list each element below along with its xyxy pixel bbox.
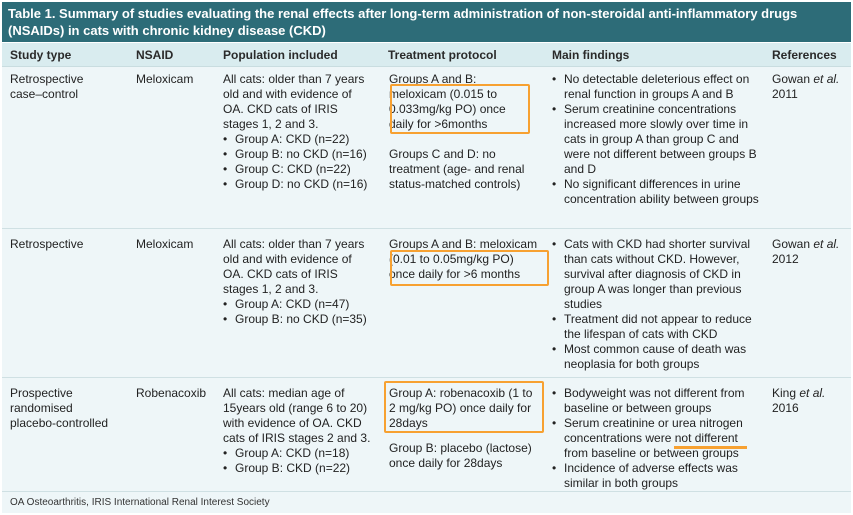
header-references: References [772,48,837,62]
row3-protocol-treatment: Group A: robenacoxib (1 to 2 mg/kg PO) o… [389,386,533,430]
finding-item: Bodyweight was not different from baseli… [552,386,764,416]
table-title: Table 1. Summary of studies evaluating t… [2,2,851,42]
row1-group: Group A: CKD (n=22) [223,132,375,147]
row2-protocol-dose: (0.01 to 0.05mg/kg PO) once daily for >6… [389,252,521,281]
row1-protocol-groups: Groups A and B: [389,72,477,86]
row3-population-intro: All cats: median age of 15years old (ran… [223,386,371,445]
row2-group: Group A: CKD (n=47) [223,297,375,312]
finding-item: No significant differences in urine conc… [552,177,764,207]
finding-item: Serum creatinine concentrations increase… [552,102,764,177]
row1-study-type: Retrospective case–control [10,72,84,101]
row-divider [2,377,851,378]
row1-nsaid: Meloxicam [136,72,194,86]
row3-study-type: Prospective randomised placebo-controlle… [10,386,109,430]
header-findings: Main findings [552,48,630,62]
highlight-box [390,250,549,286]
row2-protocol-groups: Groups A and B: meloxicam [389,237,538,251]
column-header-row: Study type NSAID Population included Tre… [2,43,851,67]
row1-protocol: Groups A and B: meloxicam (0.015 to 0.03… [389,72,544,192]
finding-item: Most common cause of death was neoplasia… [552,342,764,372]
row2-reference: Gowan et al. 2012 [772,237,840,266]
row1-findings: No detectable deleterious effect on rena… [552,72,764,207]
table-footnote: OA Osteoarthritis, IRIS International Re… [2,491,851,513]
highlight-box [390,84,530,134]
row1-group: Group D: no CKD (n=16) [223,177,375,192]
row2-population-intro: All cats: older than 7 years old and wit… [223,237,365,296]
finding-item: No detectable deleterious effect on rena… [552,72,764,102]
finding-item: Cats with CKD had shorter survival than … [552,237,764,312]
row1-population: All cats: older than 7 years old and wit… [223,72,375,192]
row3-nsaid: Robenacoxib [136,386,207,400]
row1-group: Group C: CKD (n=22) [223,162,375,177]
highlight-underline [674,446,747,449]
row1-population-intro: All cats: older than 7 years old and wit… [223,72,365,131]
row3-reference: King et al. 2016 [772,386,826,415]
row1-protocol-control: Groups C and D: no treatment (age- and r… [389,147,525,191]
row1-group: Group B: no CKD (n=16) [223,147,375,162]
row3-group: Group B: CKD (n=22) [223,461,375,476]
row2-findings: Cats with CKD had shorter survival than … [552,237,764,372]
row3-protocol-placebo: Group B: placebo (lactose) once daily fo… [389,441,532,470]
header-population: Population included [223,48,338,62]
row3-group: Group A: CKD (n=18) [223,446,375,461]
row3-population: All cats: median age of 15years old (ran… [223,386,375,476]
highlight-box [384,381,544,433]
row2-population: All cats: older than 7 years old and wit… [223,237,375,327]
row2-study-type: Retrospective [10,237,84,251]
row2-nsaid: Meloxicam [136,237,194,251]
row2-group: Group B: no CKD (n=35) [223,312,375,327]
row2-protocol: Groups A and B: meloxicam (0.01 to 0.05m… [389,237,549,282]
header-study-type: Study type [10,48,72,62]
header-protocol: Treatment protocol [388,48,497,62]
row3-findings: Bodyweight was not different from baseli… [552,386,764,491]
row-divider [2,228,851,229]
row1-reference: Gowan et al. 2011 [772,72,840,101]
finding-item: Incidence of adverse effects was similar… [552,461,764,491]
finding-item: Treatment did not appear to reduce the l… [552,312,764,342]
row3-protocol: Group A: robenacoxib (1 to 2 mg/kg PO) o… [389,386,539,471]
finding-item: Serum creatinine or urea nitrogen concen… [552,416,764,461]
row1-protocol-dose: meloxicam (0.015 to 0.033mg/kg PO) once … [389,87,506,131]
header-nsaid: NSAID [136,48,174,62]
